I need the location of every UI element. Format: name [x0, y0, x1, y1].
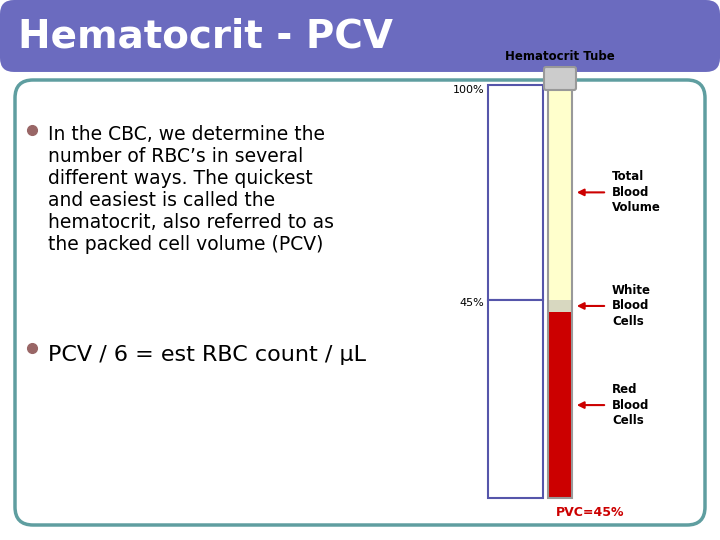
Text: In the CBC, we determine the: In the CBC, we determine the [48, 125, 325, 144]
Bar [548, 312, 572, 498]
Bar [488, 300, 543, 498]
FancyBboxPatch shape [0, 0, 720, 72]
Text: Total
Blood
Volume: Total Blood Volume [612, 171, 661, 214]
Text: PVC=45%: PVC=45% [556, 506, 624, 519]
Text: number of RBC’s in several: number of RBC’s in several [48, 147, 303, 166]
Text: 45%: 45% [459, 298, 484, 308]
Text: hematocrit, also referred to as: hematocrit, also referred to as [48, 213, 334, 232]
Bar [488, 85, 543, 300]
Bar [548, 85, 572, 498]
Text: Hematocrit - PCV: Hematocrit - PCV [18, 17, 393, 55]
Text: PCV / 6 = est RBC count / μL: PCV / 6 = est RBC count / μL [48, 345, 366, 365]
Text: the packed cell volume (PCV): the packed cell volume (PCV) [48, 235, 323, 254]
Text: Hematocrit Tube: Hematocrit Tube [505, 50, 615, 63]
Bar [548, 300, 572, 312]
Text: and easiest is called the: and easiest is called the [48, 191, 275, 210]
Text: Red
Blood
Cells: Red Blood Cells [612, 383, 649, 427]
FancyBboxPatch shape [544, 67, 576, 90]
Bar [548, 85, 572, 300]
Text: 100%: 100% [452, 85, 484, 95]
Text: White
Blood
Cells: White Blood Cells [612, 284, 651, 328]
FancyBboxPatch shape [15, 80, 705, 525]
Text: different ways. The quickest: different ways. The quickest [48, 169, 312, 188]
